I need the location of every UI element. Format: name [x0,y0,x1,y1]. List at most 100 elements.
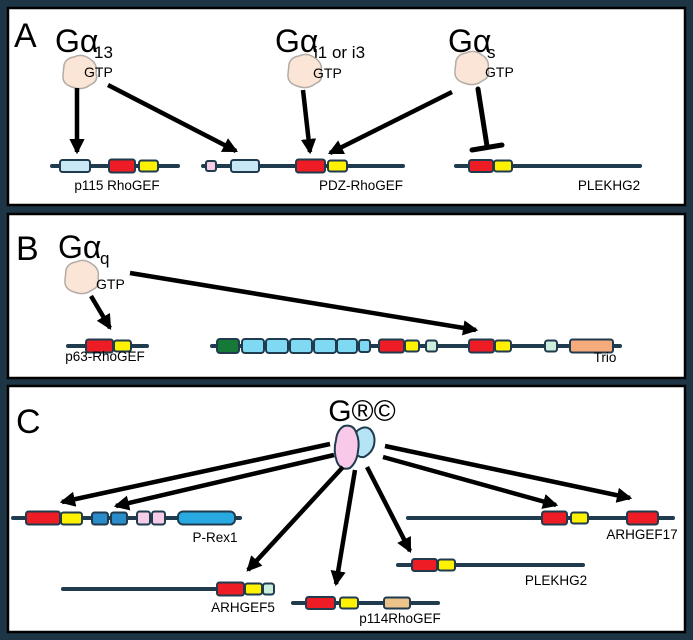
protein-arhgef5: ARHGEF5 [61,581,275,615]
p115-dh-domain [108,158,136,174]
plekhg2c-label: PLEKHG2 [525,573,587,588]
arhgef17-dh-domain [541,510,568,526]
p114-cc-domain [383,596,411,610]
arrow-gbg-p114 [330,469,358,587]
arhgef17-label: ARHGEF17 [606,527,677,542]
protein-plekhg2-a: PLEKHG2 [454,159,642,193]
panel-b-label: B [16,230,39,268]
galphai-subscript: i1 or i3 [314,43,365,62]
trio-dh2-domain [468,338,495,354]
panel-a: A Gα 13 GTP Gα i1 or i3 GTP Gα s GTP [6,6,687,207]
prex1-pdz-domain-2 [151,510,166,526]
protein-pdz-rhogef: PDZ-RhoGEF [201,158,405,193]
trio-spectrin-repeat-1 [241,338,265,354]
galpha13-subscript: 13 [94,43,113,62]
galphaq-name: Gα [58,229,101,265]
galphai: Gα i1 or i3 GTP [275,23,365,89]
prex1-pdz-domain-1 [136,510,151,526]
arrow-gbg-arhgef17-1 [384,443,633,503]
plekhg2c-dh-domain [411,558,438,572]
galphai-gtp-blob [287,53,323,89]
p115-rgs-domain [59,159,91,173]
plekhg2c-ph-domain [437,558,456,572]
protein-p115-rhogef: p115 RhoGEF [50,158,180,193]
gbetagamma: G®© [328,395,396,470]
trio-sec14-domain [216,338,240,354]
trio-spectrin-repeat-2 [265,338,289,354]
protein-trio: Trio [210,338,622,365]
arrow-gai-pdz [300,89,317,155]
protein-prex1: P-Rex1 [11,510,242,545]
pdz-pdz-domain [205,160,217,172]
p63-label: p63-RhoGEF [65,349,145,364]
galphas: Gα s GTP [448,23,514,86]
panel-a-label: A [14,17,37,55]
trio-ph2-domain [494,339,512,353]
trio-label: Trio [594,350,617,365]
trio-spectrin-repeat-3 [289,338,313,354]
gbetagamma-label: G®© [328,395,396,428]
arrow-gbg-prex1-1 [59,441,331,507]
trio-spectrin-repeat-6 [358,339,371,353]
prex1-dep-domain-2 [110,511,128,526]
galpha13-name: Gα [55,23,98,59]
galphas-subscript: s [487,43,496,62]
arhgef5-sh3-domain [262,582,275,596]
gbeta-blob [333,424,360,470]
trio-sh3-domain-2 [544,339,558,353]
prex1-ph-domain [60,511,83,526]
p114-ph-domain [339,596,359,610]
pdz-rgs-domain [230,159,260,173]
p114-label: p114RhoGEF [359,611,441,626]
pdz-dh-domain [295,158,326,174]
galphaq-gtp-label: GTP [96,276,125,292]
trio-ph1-domain [404,339,420,353]
inhibition-line-gas-plekhg2 [475,86,490,149]
arrow-gas-pdz [327,89,454,156]
arrow-ga13-pdz [106,83,239,153]
galphaq: Gα q GTP [58,229,125,295]
protein-plekhg2-c: PLEKHG2 [396,558,587,588]
p115-ph-domain [138,159,159,173]
p63-ph-domain [113,339,132,353]
arrow-gbg-prex1-2 [113,452,335,511]
arhgef17-domain-2 [626,510,659,526]
inhibition-bar-gas-plekhg2 [469,142,505,153]
plekhg2a-ph-domain [493,159,513,173]
arrow-gbg-arhgef5 [246,465,345,572]
trio-spectrin-repeat-5 [336,338,358,354]
trio-kinase-domain [569,338,614,354]
prex1-dep-domain-1 [91,511,109,526]
panel-b: B Gα q GTP p63-RhoGEF [6,212,687,380]
arrow-gaq-trio [129,270,479,336]
prex1-ip4p-domain [177,510,236,526]
galphai-gtp-label: GTP [313,65,342,81]
protein-arhgef17: ARHGEF17 [406,510,678,542]
arhgef5-label: ARHGEF5 [211,600,275,615]
arrow-gaq-p63 [89,294,112,330]
galpha13: Gα 13 GTP [55,23,113,90]
galpha13-gtp-label: GTP [84,64,113,80]
galphai-name: Gα [275,23,318,59]
arrow-gbg-plekhg2 [364,465,413,554]
protein-p63-rhogef: p63-RhoGEF [65,338,149,364]
trio-sh3-domain-1 [425,339,438,353]
galphas-gtp-label: GTP [485,64,514,80]
pdz-ph-domain [327,159,348,173]
arhgef5-ph-domain [244,582,263,596]
p114-dh-domain [305,596,336,610]
trio-spectrin-repeat-4 [313,338,337,354]
galpha13-gtp-blob [62,54,98,90]
arhgef5-dh-domain [216,581,245,597]
panel-c-label: C [16,403,41,441]
arrow-gbg-arhgef17-2 [382,454,559,509]
plekhg2a-dh-domain [468,159,494,173]
arhgef17-ph-domain [570,511,589,525]
galphaq-subscript: q [100,249,109,268]
plekhg2a-label: PLEKHG2 [578,178,640,193]
galphas-gtp-blob [454,50,490,86]
prex1-dh-domain [25,510,61,526]
prex1-label: P-Rex1 [192,530,237,545]
galphaq-gtp-blob [64,259,100,295]
